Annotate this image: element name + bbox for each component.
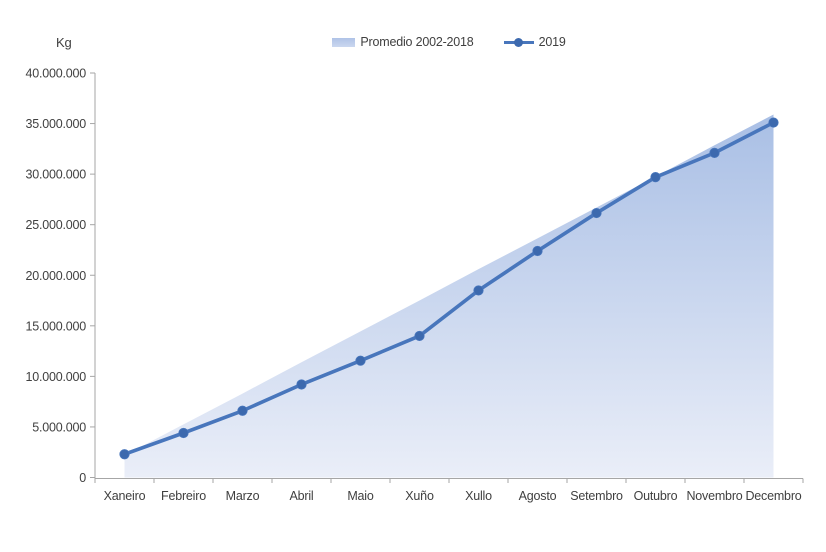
x-tick-label-xuño: Xuño (405, 489, 434, 503)
x-tick-label-abril: Abril (289, 489, 313, 503)
x-tick-label-xullo: Xullo (465, 489, 492, 503)
data-point-novembro (709, 147, 720, 158)
x-tick-label-outubro: Outubro (634, 489, 678, 503)
y-tick-label: 20.000.000 (25, 269, 86, 283)
chart-legend: Promedio 2002-2018 2019 (95, 33, 803, 51)
y-tick-label: 30.000.000 (25, 168, 86, 182)
y-tick-label: 15.000.000 (25, 319, 86, 333)
data-point-xullo (473, 285, 484, 296)
data-point-xuño (414, 330, 425, 342)
x-tick-label-maio: Maio (347, 489, 374, 503)
data-point-maio (355, 355, 366, 366)
x-tick-label-marzo: Marzo (226, 489, 260, 503)
x-tick-label-setembro: Setembro (570, 489, 623, 503)
x-tick-label-febreiro: Febreiro (161, 489, 206, 503)
y-axis-title: Kg (56, 35, 72, 50)
data-point-marzo (237, 405, 248, 416)
y-tick-label: 40.000.000 (25, 67, 86, 81)
line-2019-series (122, 120, 776, 457)
data-point-xaneiro (119, 449, 130, 460)
legend-item-2019: 2019 (503, 35, 566, 49)
y-tick-label: 5.000.000 (32, 420, 86, 434)
data-point-agosto (532, 245, 543, 257)
legend-label-2019: 2019 (538, 35, 566, 49)
x-tick-label-xaneiro: Xaneiro (104, 489, 146, 503)
legend-label-promedio: Promedio 2002-2018 (360, 35, 474, 49)
x-tick-label-novembro: Novembro (686, 489, 742, 503)
data-point-febreiro (178, 427, 189, 439)
data-point-setembro (591, 207, 602, 219)
data-point-outubro (650, 172, 661, 183)
legend-item-promedio: Promedio 2002-2018 (332, 35, 474, 49)
y-tick-label: 25.000.000 (25, 218, 86, 232)
x-tick-label-decembro: Decembro (745, 489, 801, 503)
y-tick-label: 35.000.000 (25, 117, 86, 131)
data-point-decembro (768, 117, 779, 128)
x-tick-label-agosto: Agosto (519, 489, 557, 503)
line-2019-swatch-icon (503, 37, 534, 48)
data-point-abril (296, 379, 307, 390)
y-tick-label: 0 (79, 471, 86, 485)
y-tick-label: 10.000.000 (25, 370, 86, 384)
promedio-area-swatch-icon (332, 37, 356, 47)
